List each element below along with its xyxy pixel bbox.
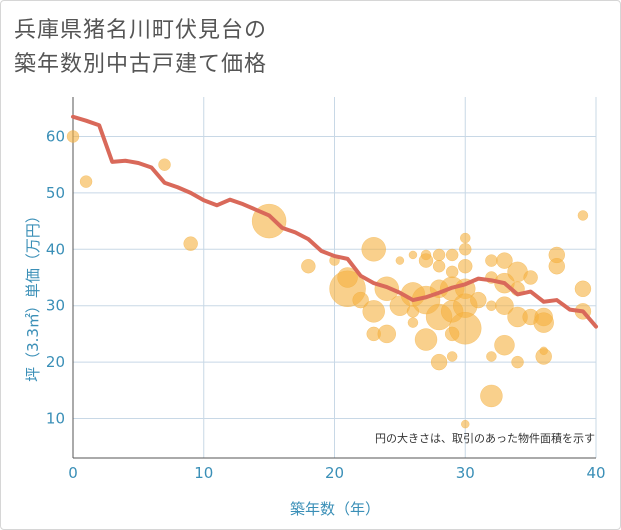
bubble-layer — [66, 130, 592, 429]
data-bubble — [408, 250, 418, 260]
y-tick-label: 50 — [46, 184, 65, 202]
data-bubble — [79, 175, 93, 188]
chart-title: 兵庫県猪名川町伏見台の 築年数別中古戸建て価格 — [14, 14, 267, 82]
data-bubble — [486, 351, 497, 362]
data-bubble — [523, 270, 538, 285]
data-bubble — [574, 280, 592, 298]
trend-line — [71, 114, 598, 329]
trend-line-layer — [71, 114, 598, 329]
tick-labels: 0 10 20 30 40 10 20 30 40 50 60 — [46, 127, 606, 482]
y-tick-label: 30 — [46, 297, 65, 315]
data-bubble — [432, 259, 446, 273]
x-axis-label: 築年数（年） — [290, 500, 380, 518]
y-tick-label: 20 — [46, 353, 65, 371]
data-bubble — [533, 312, 554, 333]
data-bubble — [407, 317, 419, 328]
data-bubble — [495, 296, 514, 315]
x-tick-label: 30 — [456, 464, 475, 482]
data-bubble — [337, 267, 358, 288]
data-bubble — [183, 236, 198, 251]
x-tick-label: 10 — [194, 464, 213, 482]
x-tick-label: 40 — [586, 464, 605, 482]
data-bubble — [377, 324, 397, 344]
data-bubble — [494, 334, 515, 356]
y-axis-label: 坪（3.3㎡）単価（万円） — [24, 208, 42, 382]
data-bubble — [535, 348, 552, 365]
data-bubble — [470, 291, 487, 309]
data-bubble — [352, 291, 369, 309]
data-bubble — [459, 243, 472, 256]
data-bubble — [414, 328, 438, 351]
data-bubble — [485, 254, 498, 267]
data-bubble — [432, 248, 446, 262]
data-bubble — [395, 256, 405, 265]
data-bubble — [301, 258, 316, 274]
data-bubble — [577, 210, 589, 221]
data-bubble — [458, 258, 473, 274]
data-bubble — [430, 353, 448, 371]
data-bubble — [449, 312, 482, 345]
x-tick-label: 0 — [68, 464, 78, 482]
data-bubble — [480, 384, 503, 408]
data-bubble — [511, 355, 524, 369]
data-bubble — [496, 252, 513, 269]
y-tick-label: 10 — [46, 410, 65, 428]
data-bubble — [418, 253, 434, 268]
data-bubble — [446, 351, 458, 362]
data-bubble — [548, 257, 566, 275]
data-bubble — [361, 237, 386, 262]
x-tick-label: 20 — [325, 464, 344, 482]
title-line-2: 築年数別中古戸建て価格 — [14, 52, 268, 77]
y-tick-label: 40 — [46, 240, 65, 258]
data-bubble — [486, 300, 497, 311]
data-bubble — [66, 130, 80, 143]
data-bubble — [445, 248, 459, 262]
size-note: 円の大きさは、取引のあった物件面積を示す — [375, 431, 595, 445]
y-tick-label: 60 — [46, 127, 65, 145]
data-bubble — [460, 232, 471, 244]
data-bubble — [158, 158, 171, 171]
data-bubble — [461, 419, 470, 429]
data-bubble — [445, 265, 459, 279]
title-line-1: 兵庫県猪名川町伏見台の — [14, 18, 268, 43]
data-bubble — [362, 300, 385, 323]
